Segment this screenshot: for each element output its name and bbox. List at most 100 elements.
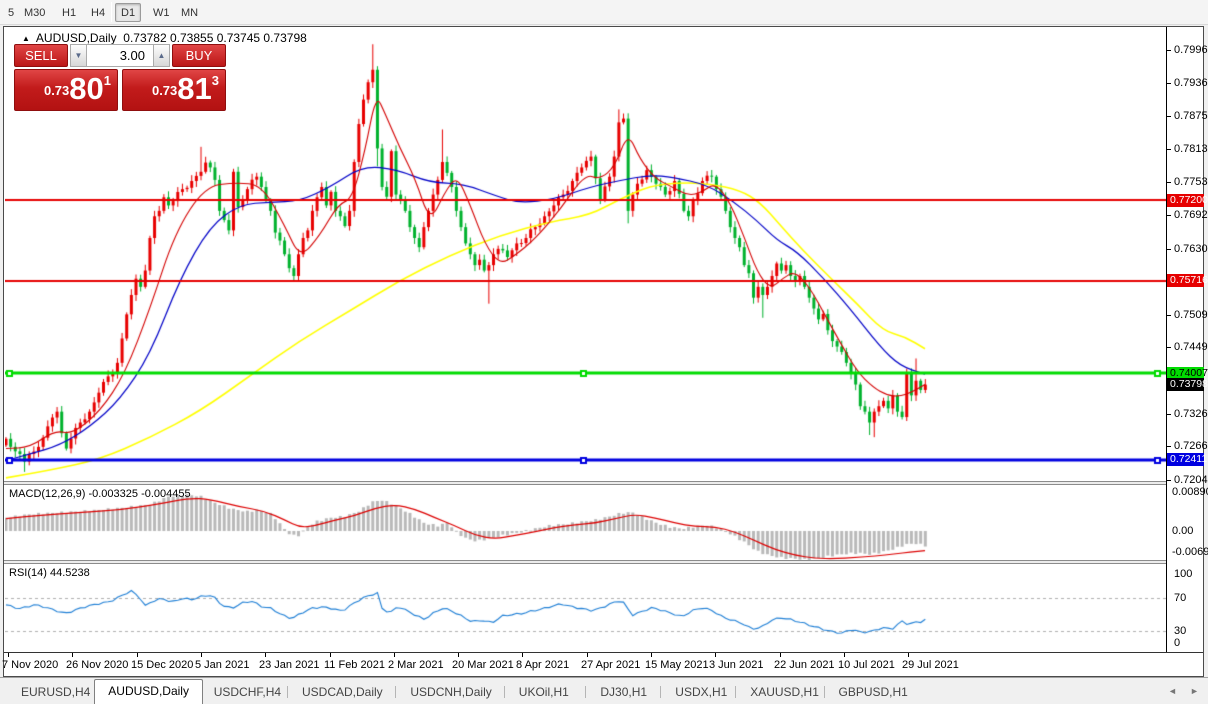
date-tick-label: 3 Jun 2021 xyxy=(709,659,764,671)
price-tick-label: 0.79965 xyxy=(1174,44,1208,56)
timeframe-button-h1[interactable]: H1 xyxy=(62,7,77,19)
price-badge-0.73798: 0.73798 xyxy=(1167,378,1208,391)
chart-canvas[interactable] xyxy=(5,27,1166,652)
price-tick-mark xyxy=(1167,414,1171,415)
date-tick-mark xyxy=(844,653,845,657)
price-tick-mark xyxy=(1167,149,1171,150)
macd-axis-label: -0.00697 xyxy=(1172,546,1208,558)
volume-increase-button[interactable]: ▲ xyxy=(153,44,170,67)
rsi-axis-label: 70 xyxy=(1174,592,1187,604)
date-tick-mark xyxy=(587,653,588,657)
price-tick-label: 0.78135 xyxy=(1174,143,1208,155)
tab-ukoil-h1[interactable]: UKOil,H1 xyxy=(518,685,569,699)
date-tick-label: 23 Jan 2021 xyxy=(259,659,320,671)
buy-button[interactable]: BUY xyxy=(172,44,226,67)
buy-price-big: 81 xyxy=(177,71,212,106)
price-tick-label: 0.79365 xyxy=(1174,77,1208,89)
timeframe-button-d1[interactable]: D1 xyxy=(115,3,142,22)
price-badge-0.74007: 0.74007 xyxy=(1167,367,1208,380)
date-tick-label: 10 Jul 2021 xyxy=(838,659,895,671)
tab-scroll-right-icon[interactable]: ► xyxy=(1190,686,1199,696)
chart-tab-bar: EURUSD,H4 AUDUSD,Daily USDCHF,H4 USDCAD,Dai… xyxy=(0,677,1208,704)
one-click-collapse-icon[interactable]: ▲ xyxy=(22,34,30,43)
date-tick-mark xyxy=(715,653,716,657)
tab-usdchf-h4[interactable]: USDCHF,H4 xyxy=(213,685,282,699)
date-tick-label: 20 Mar 2021 xyxy=(452,659,514,671)
sell-price-box[interactable]: 0.73801 xyxy=(14,69,118,111)
price-tick-mark xyxy=(1167,182,1171,183)
chart-title: ▲ AUDUSD,Daily 0.73782 0.73855 0.73745 0.… xyxy=(22,31,307,45)
date-tick-mark xyxy=(458,653,459,657)
date-tick-mark xyxy=(651,653,652,657)
price-tick-mark xyxy=(1167,480,1171,481)
rsi-panel-splitter[interactable] xyxy=(4,560,1203,564)
date-tick-label: 5 Jan 2021 xyxy=(195,659,250,671)
date-tick-label: 7 Nov 2020 xyxy=(2,659,59,671)
timeframe-button-5[interactable]: 5 xyxy=(8,7,15,19)
date-tick-mark xyxy=(522,653,523,657)
sell-price-small: 0.73 xyxy=(43,83,70,98)
sell-price-big: 80 xyxy=(69,71,104,106)
price-tick-mark xyxy=(1167,215,1171,216)
price-badge-0.72411: 0.72411 xyxy=(1167,453,1207,466)
date-tick-mark xyxy=(137,653,138,657)
date-tick-mark xyxy=(330,653,331,657)
tab-audusd-daily[interactable]: AUDUSD,Daily xyxy=(94,679,203,704)
chart-content: ▲ AUDUSD,Daily 0.73782 0.73855 0.73745 0.… xyxy=(2,27,1208,676)
date-tick-mark xyxy=(265,653,266,657)
tab-separator xyxy=(287,686,288,698)
rsi-axis-label: 30 xyxy=(1174,625,1187,637)
date-tick-label: 15 Dec 2020 xyxy=(131,659,194,671)
price-tick-mark xyxy=(1167,116,1171,117)
rsi-indicator-label: RSI(14) 44.5238 xyxy=(9,567,90,579)
timeframe-button-m30[interactable]: M30 xyxy=(24,7,46,19)
tab-usdcnh-daily[interactable]: USDCNH,Daily xyxy=(410,685,492,699)
buy-price-box[interactable]: 0.73813 xyxy=(122,69,226,111)
date-tick-mark xyxy=(908,653,909,657)
toolbar-separator xyxy=(111,2,112,22)
macd-panel-splitter[interactable] xyxy=(4,481,1203,485)
price-tick-mark xyxy=(1167,249,1171,250)
rsi-axis-label: 0 xyxy=(1174,637,1181,649)
chart-symbol-period: AUDUSD,Daily xyxy=(35,31,117,45)
date-axis[interactable]: 7 Nov 2020 26 Nov 2020 15 Dec 2020 5 Jan 20… xyxy=(2,652,1203,676)
chart-window: ▲ AUDUSD,Daily 0.73782 0.73855 0.73745 0.… xyxy=(2,26,1208,677)
tab-gbpusd-h1[interactable]: GBPUSD,H1 xyxy=(838,685,908,699)
macd-axis-label: 0.00 xyxy=(1172,525,1194,537)
tab-separator xyxy=(735,686,737,698)
tab-xauusd-h1[interactable]: XAUUSD,H1 xyxy=(750,685,819,699)
sell-price-sup: 1 xyxy=(103,73,111,88)
tab-separator xyxy=(395,686,397,698)
price-tick-mark xyxy=(1167,50,1171,51)
date-tick-label: 26 Nov 2020 xyxy=(66,659,129,671)
tab-separator xyxy=(585,686,587,698)
date-tick-label: 29 Jul 2021 xyxy=(902,659,959,671)
timeframe-button-w1[interactable]: W1 xyxy=(153,7,170,19)
date-tick-mark xyxy=(201,653,202,657)
volume-decrease-button[interactable]: ▼ xyxy=(70,44,87,67)
timeframe-button-h4[interactable]: H4 xyxy=(91,7,106,19)
price-tick-mark xyxy=(1167,315,1171,316)
date-tick-mark xyxy=(394,653,395,657)
tab-usdcad-daily[interactable]: USDCAD,Daily xyxy=(302,685,383,699)
tab-separator xyxy=(503,686,505,698)
sell-button[interactable]: SELL xyxy=(14,44,68,67)
timeframe-button-mn[interactable]: MN xyxy=(181,7,199,19)
tab-dj30-h1[interactable]: DJ30,H1 xyxy=(600,685,648,699)
price-badge-0.75716: 0.75716 xyxy=(1167,274,1208,287)
tab-scroll-left-icon[interactable]: ◄ xyxy=(1168,686,1177,696)
date-tick-mark xyxy=(8,653,9,657)
price-badge-0.77200: 0.77200 xyxy=(1167,194,1208,207)
volume-input[interactable] xyxy=(87,44,153,67)
tab-usdx-h1[interactable]: USDX,H1 xyxy=(675,685,728,699)
tab-separator xyxy=(660,686,662,698)
date-tick-label: 8 Apr 2021 xyxy=(516,659,570,671)
price-tick-mark xyxy=(1167,446,1171,447)
macd-axis-label: 0.008903 xyxy=(1172,486,1208,498)
tab-eurusd-h4[interactable]: EURUSD,H4 xyxy=(21,685,91,699)
